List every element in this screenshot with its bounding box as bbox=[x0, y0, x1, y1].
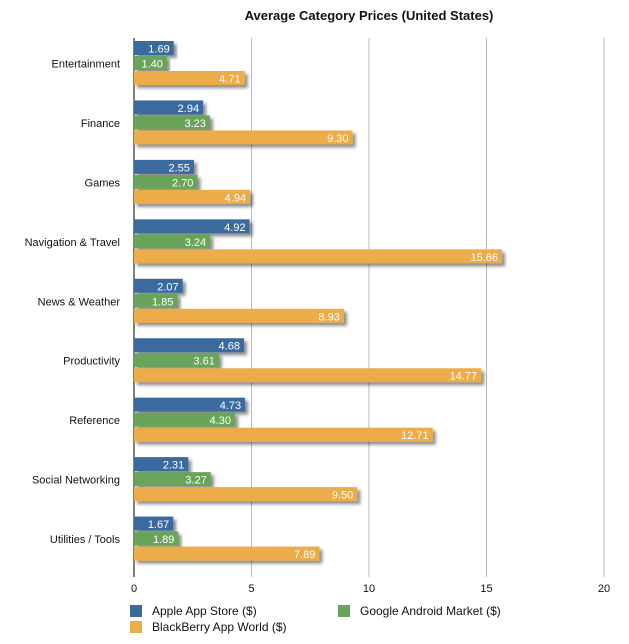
bar-value-label: 14.77 bbox=[450, 371, 478, 383]
legend-item-google: Google Android Market ($) bbox=[338, 604, 501, 618]
bar bbox=[134, 159, 194, 174]
category-label: Finance bbox=[81, 118, 120, 130]
category-label: Productivity bbox=[63, 356, 120, 368]
bar-value-label: 2.55 bbox=[169, 162, 190, 174]
legend-label-google: Google Android Market ($) bbox=[360, 604, 501, 618]
bar-value-label: 9.30 bbox=[327, 133, 348, 145]
bar bbox=[134, 278, 183, 293]
bar bbox=[134, 397, 246, 412]
legend-item-apple: Apple App Store ($) bbox=[130, 604, 257, 618]
legend-swatch-apple bbox=[130, 605, 142, 617]
x-tick-label: 10 bbox=[363, 583, 375, 595]
bar-value-label: 4.30 bbox=[210, 415, 231, 427]
category-label: Social Networking bbox=[32, 475, 120, 487]
bar bbox=[134, 308, 344, 323]
legend-item-blackberry: BlackBerry App World ($) bbox=[130, 620, 287, 634]
bar-value-label: 2.07 bbox=[157, 281, 178, 293]
bar bbox=[134, 115, 210, 130]
bar bbox=[134, 100, 204, 115]
bar-value-label: 1.69 bbox=[148, 44, 169, 56]
category-label: Navigation & Travel bbox=[25, 237, 120, 249]
bar bbox=[134, 219, 250, 234]
bar-value-label: 8.93 bbox=[318, 311, 339, 323]
bar-value-label: 1.85 bbox=[152, 296, 173, 308]
bar-value-label: 3.27 bbox=[185, 475, 206, 487]
bar bbox=[134, 368, 482, 383]
legend-label-apple: Apple App Store ($) bbox=[152, 604, 257, 618]
bar-value-label: 1.67 bbox=[148, 519, 169, 531]
bar-value-label: 3.23 bbox=[184, 118, 205, 130]
bar bbox=[134, 427, 433, 442]
bar bbox=[134, 174, 198, 189]
x-axis-ticks: 0 5 10 15 20 bbox=[131, 583, 610, 595]
bar bbox=[134, 338, 244, 353]
bar-value-label: 4.68 bbox=[219, 341, 240, 353]
bar-value-label: 3.61 bbox=[193, 356, 214, 368]
chart-title: Average Category Prices (United States) bbox=[245, 8, 494, 23]
bar-value-label: 9.50 bbox=[332, 490, 353, 502]
bar bbox=[134, 531, 179, 546]
bar bbox=[134, 41, 174, 55]
bar-value-label: 3.24 bbox=[185, 237, 206, 249]
bar bbox=[134, 130, 353, 145]
bar bbox=[134, 516, 174, 531]
bar bbox=[134, 353, 219, 368]
category-label: News & Weather bbox=[38, 296, 121, 308]
bar bbox=[134, 487, 358, 502]
bar bbox=[134, 412, 236, 427]
bar bbox=[134, 56, 167, 70]
bar bbox=[134, 293, 178, 308]
bar bbox=[134, 234, 211, 249]
bar-value-label: 15.66 bbox=[470, 252, 498, 264]
bar bbox=[134, 472, 211, 487]
bar-value-label: 1.89 bbox=[153, 534, 174, 546]
bar-value-label: 4.94 bbox=[225, 192, 246, 204]
legend-label-blackberry: BlackBerry App World ($) bbox=[152, 620, 287, 634]
bar bbox=[134, 546, 320, 561]
category-label: Entertainment bbox=[52, 59, 120, 71]
bar bbox=[134, 249, 503, 264]
x-tick-label: 15 bbox=[480, 583, 492, 595]
x-tick-label: 5 bbox=[248, 583, 254, 595]
category-label: Utilities / Tools bbox=[50, 534, 121, 546]
category-labels: Entertainment Finance Games Navigation & Tr… bbox=[25, 59, 121, 547]
bar-value-label: 4.92 bbox=[224, 222, 245, 234]
bar bbox=[134, 71, 245, 85]
bar-value-label: 2.70 bbox=[172, 177, 193, 189]
category-label: Games bbox=[85, 177, 121, 189]
bar-value-label: 12.71 bbox=[401, 430, 429, 442]
x-tick-label: 0 bbox=[131, 583, 137, 595]
legend-swatch-blackberry bbox=[130, 621, 142, 633]
bar-value-label: 2.94 bbox=[178, 103, 199, 115]
bar-value-label: 4.71 bbox=[219, 74, 240, 86]
bar-value-label: 2.31 bbox=[163, 460, 184, 472]
bar bbox=[134, 189, 251, 204]
bars: 1.69 1.40 4.71 2.94 3.23 9.30 2.55 2.70 4.94 4.92… bbox=[134, 41, 503, 561]
bar-value-label: 4.73 bbox=[220, 400, 241, 412]
legend-swatch-google bbox=[338, 605, 350, 617]
bar-value-label: 1.40 bbox=[141, 59, 162, 71]
x-tick-label: 20 bbox=[598, 583, 610, 595]
bar-value-label: 7.89 bbox=[294, 549, 315, 561]
bar bbox=[134, 457, 189, 472]
category-label: Reference bbox=[69, 415, 120, 427]
